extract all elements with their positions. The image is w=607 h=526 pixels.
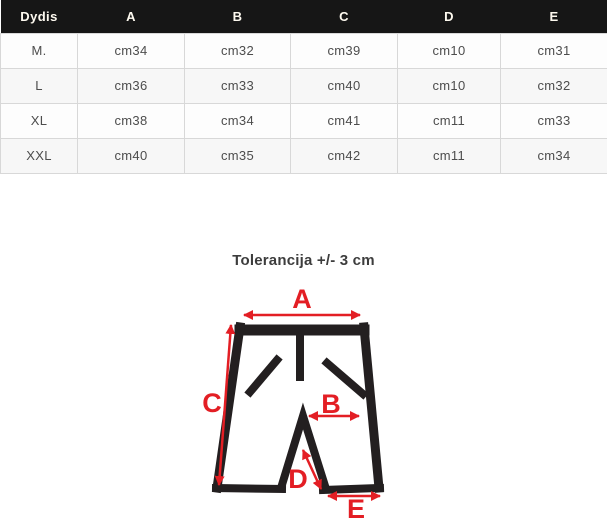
left-leg-hem — [211, 483, 287, 494]
header-row: Dydis A B C D E — [0, 0, 607, 33]
measurement-cell: cm34 — [77, 32, 185, 69]
size-table-header: Dydis A B C D E — [0, 0, 607, 33]
measurement-cell: cm42 — [290, 137, 398, 174]
measurement-cell: cm40 — [77, 137, 185, 174]
measurement-cell: cm11 — [397, 102, 501, 139]
measurement-cell: cm11 — [397, 137, 501, 174]
shorts-measurement-diagram: A C B D E — [202, 284, 385, 524]
measurement-cell: cm39 — [290, 32, 398, 69]
left-pocket-line — [244, 354, 283, 398]
measurement-label-d: D — [288, 464, 308, 494]
measurement-arrow-d — [301, 449, 323, 490]
measurement-arrow-c — [214, 324, 236, 486]
table-row: M. cm34 cm32 cm39 cm10 cm31 — [0, 32, 607, 69]
measurement-label-e: E — [347, 494, 365, 524]
measurement-cell: cm33 — [184, 67, 291, 104]
column-header-e: E — [500, 0, 607, 33]
size-table: Dydis A B C D E M. cm34 cm32 cm39 cm10 c… — [0, 0, 607, 174]
column-header-a: A — [77, 0, 185, 33]
measurement-cell: cm10 — [397, 32, 501, 69]
measurement-cell: cm32 — [500, 67, 607, 104]
measurement-cell: cm41 — [290, 102, 398, 139]
right-pocket-line — [321, 357, 369, 400]
measurement-cell: cm36 — [77, 67, 185, 104]
measurement-cell: cm34 — [500, 137, 607, 174]
measurement-cell: cm10 — [397, 67, 501, 104]
tolerance-note: Tolerancija +/- 3 cm — [232, 252, 375, 269]
measurement-cell: cm33 — [500, 102, 607, 139]
column-header-b: B — [184, 0, 291, 33]
measurement-cell: cm35 — [184, 137, 291, 174]
table-row: XL cm38 cm34 cm41 cm11 cm33 — [0, 102, 607, 139]
measurement-cell: cm31 — [500, 32, 607, 69]
table-row: L cm36 cm33 cm40 cm10 cm32 — [0, 67, 607, 104]
column-header-d: D — [397, 0, 501, 33]
right-leg-hem — [318, 483, 385, 495]
measurement-label-b: B — [321, 389, 341, 419]
size-table-body: M. cm34 cm32 cm39 cm10 cm31 L cm36 cm33 … — [0, 32, 607, 174]
measurement-cell: cm34 — [184, 102, 291, 139]
size-cell: XL — [0, 102, 78, 139]
column-header-size: Dydis — [0, 0, 78, 33]
measurement-label-a: A — [292, 284, 312, 314]
column-header-c: C — [290, 0, 398, 33]
size-cell: L — [0, 67, 78, 104]
table-row: XXL cm40 cm35 cm42 cm11 cm34 — [0, 137, 607, 174]
measurement-label-c: C — [202, 388, 222, 418]
measurement-cell: cm38 — [77, 102, 185, 139]
measurement-cell: cm32 — [184, 32, 291, 69]
measurement-cell: cm40 — [290, 67, 398, 104]
right-outer-seam — [359, 322, 384, 493]
size-cell: XXL — [0, 137, 78, 174]
size-cell: M. — [0, 32, 78, 69]
